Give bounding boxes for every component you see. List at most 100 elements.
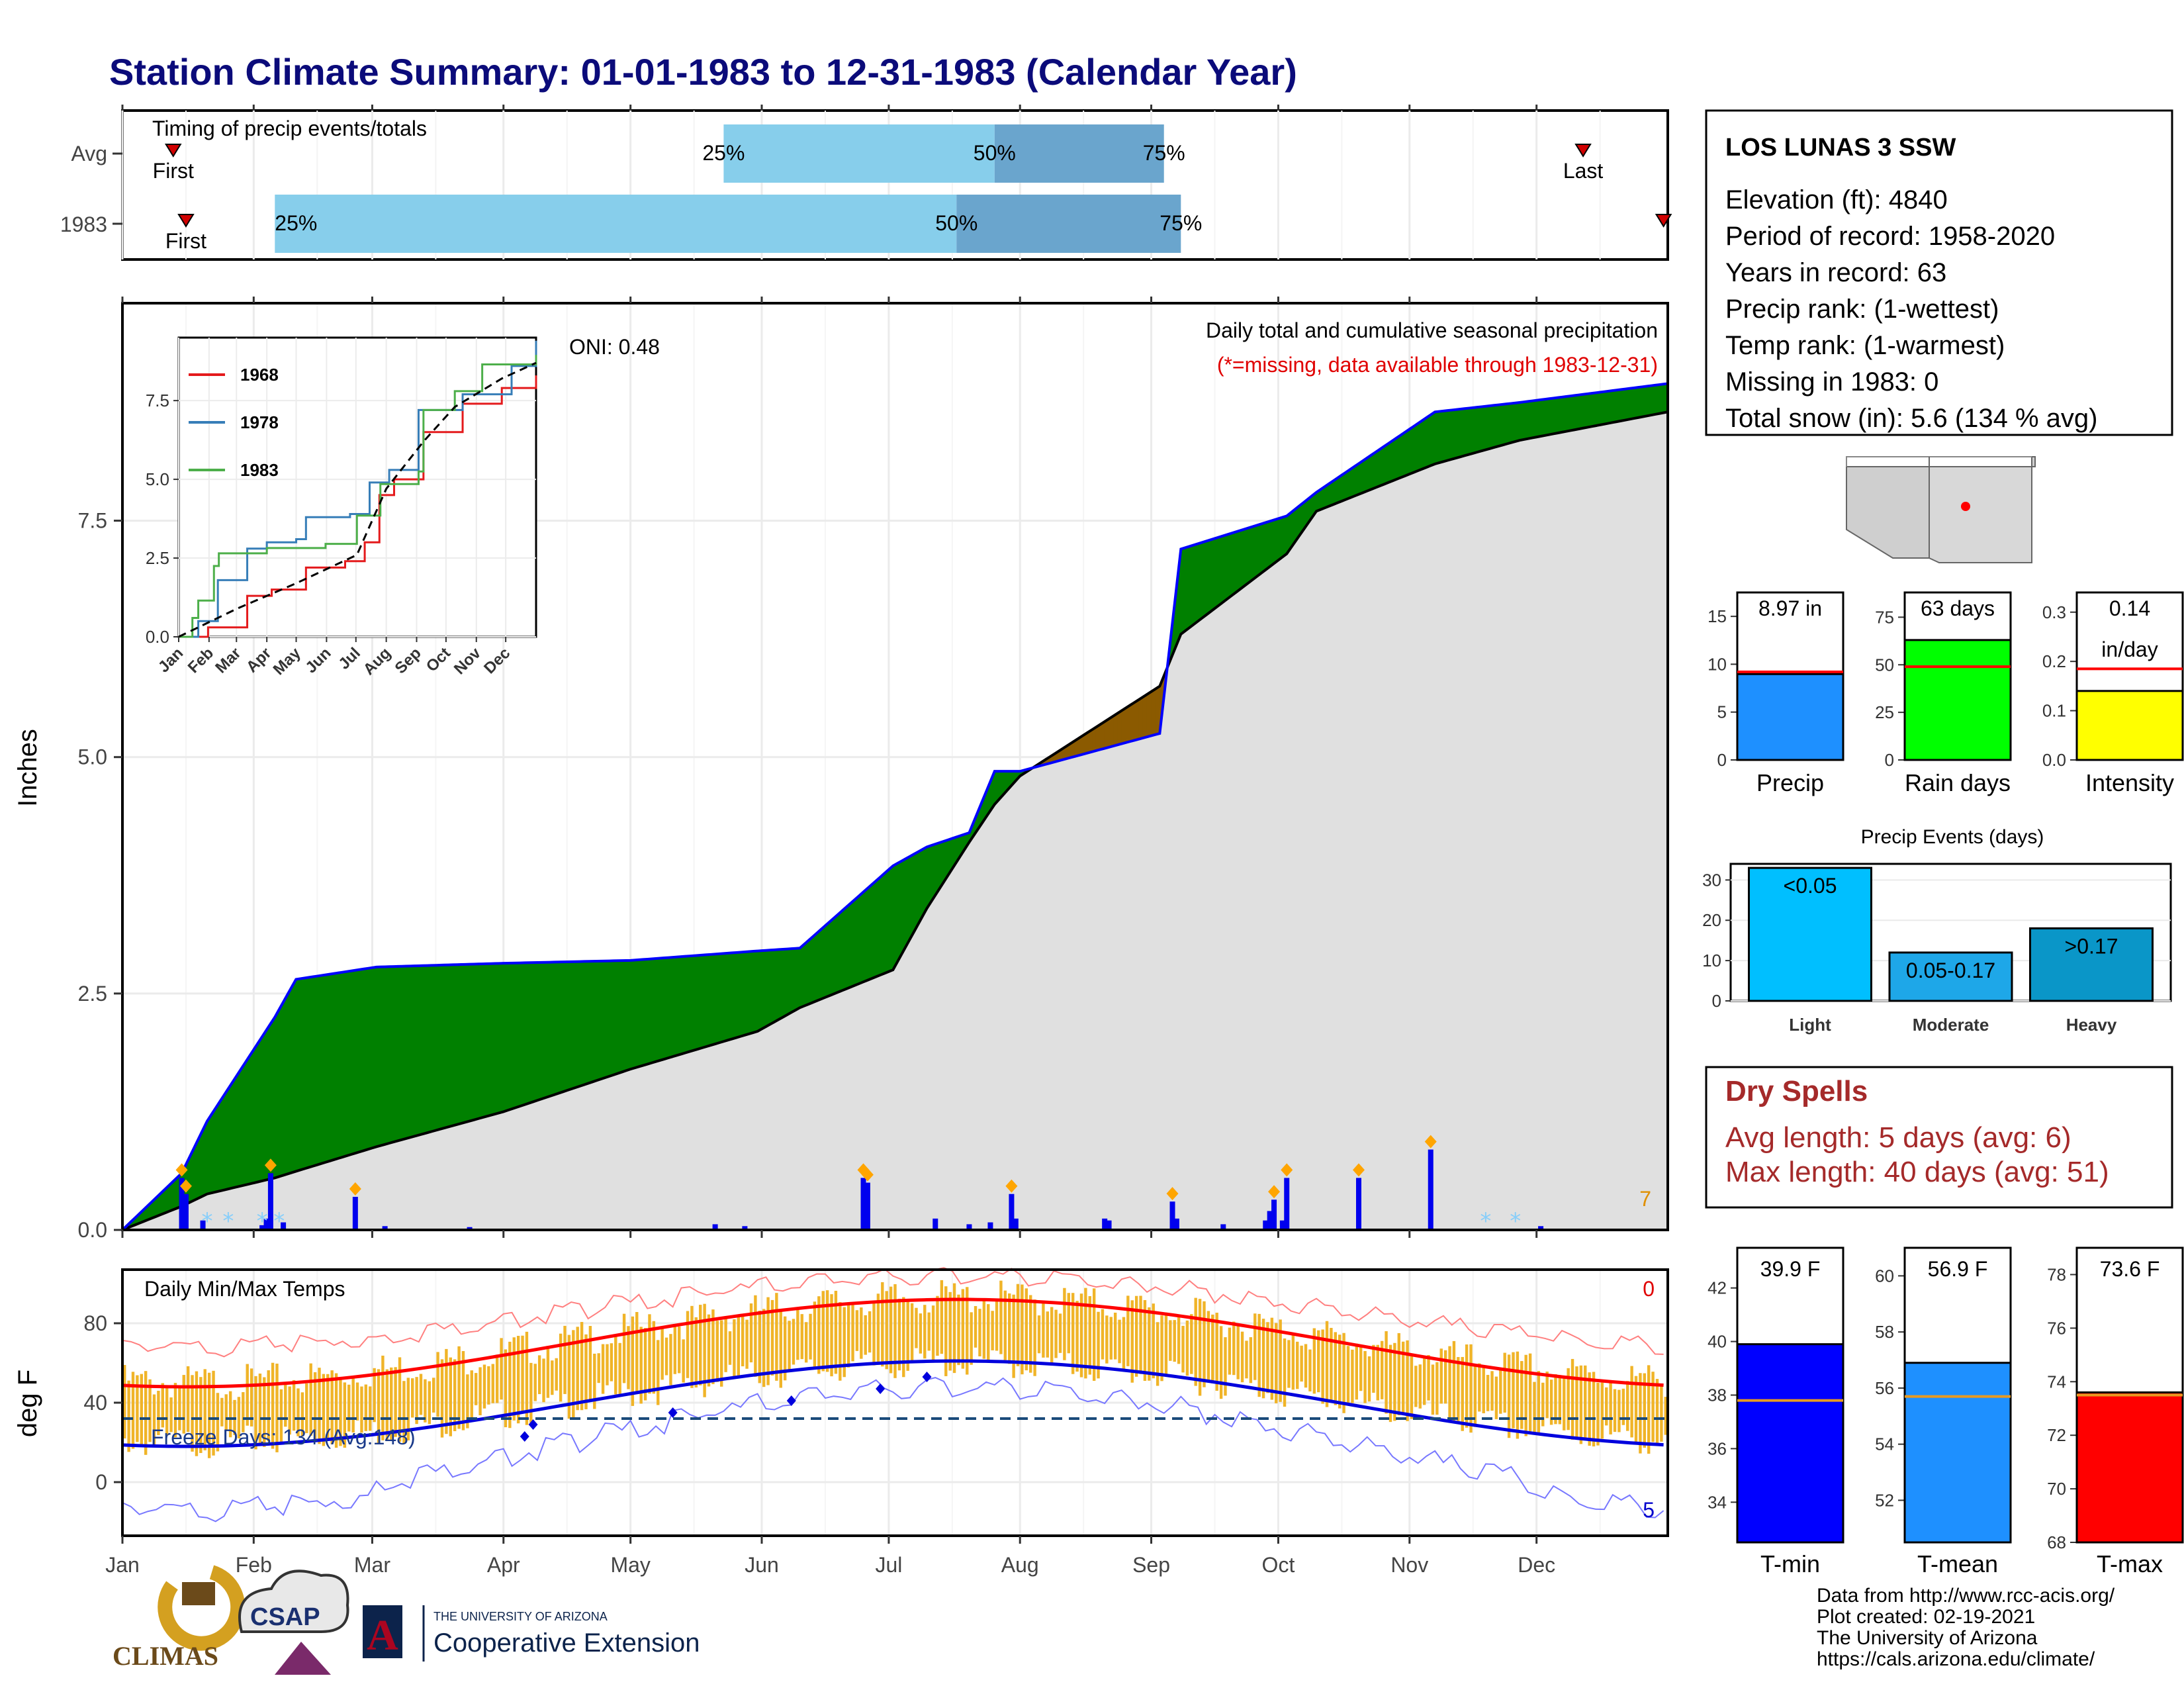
daily-temp-bar — [648, 1314, 651, 1394]
daily-temp-bar — [1516, 1351, 1520, 1439]
daily-precip-marker — [1005, 1179, 1018, 1193]
departure-area — [1227, 532, 1232, 600]
events-tick-label: 20 — [1702, 910, 1721, 930]
departure-area — [1354, 463, 1359, 496]
daily-temp-bar — [516, 1335, 520, 1424]
daily-precip-bar — [987, 1222, 993, 1230]
departure-area — [1545, 398, 1550, 436]
temp-marks — [122, 1267, 1668, 1523]
departure-area — [634, 959, 639, 1068]
departure-area — [1155, 685, 1160, 735]
daily-precip-bar — [1428, 1149, 1433, 1230]
departure-area — [1430, 411, 1435, 466]
daily-precip-bar — [933, 1218, 938, 1230]
precip-frame — [121, 302, 1669, 1231]
locator-map — [1846, 456, 2036, 563]
departure-area — [694, 955, 699, 1051]
avg-max-line — [122, 1297, 1664, 1389]
temp-gauge-tick-label: 74 — [2047, 1372, 2066, 1391]
timing-bar-q2 — [275, 195, 957, 253]
month-label: Dec — [1518, 1553, 1555, 1577]
daily-temp-bar — [263, 1377, 266, 1447]
daily-temp-bar — [1148, 1307, 1151, 1381]
daily-temp-bar — [690, 1305, 694, 1388]
departure-area — [1570, 395, 1575, 431]
timing-p50-label: 50% — [974, 141, 1016, 165]
departure-area — [1345, 469, 1351, 500]
dry-spells-title: Dry Spells — [1725, 1075, 1868, 1107]
daily-temp-bar — [1079, 1293, 1083, 1378]
departure-area — [1418, 420, 1423, 471]
departure-area — [367, 967, 373, 1150]
departure-area — [1561, 396, 1567, 433]
daily-temp-bar — [220, 1397, 224, 1427]
daily-temp-bar — [1401, 1341, 1405, 1413]
daily-temp-bar — [1105, 1315, 1109, 1364]
daily-temp-bar — [1245, 1340, 1248, 1379]
departure-area — [639, 959, 644, 1067]
departure-area — [1409, 426, 1414, 475]
departure-area — [922, 846, 927, 917]
daily-temp-bar — [195, 1371, 199, 1456]
daily-temp-bar — [402, 1381, 406, 1444]
departure-area — [1388, 440, 1393, 483]
temp-gauge-label: T-max — [2097, 1550, 2163, 1577]
departure-area — [706, 954, 711, 1047]
avg-min-line — [122, 1359, 1664, 1448]
departure-area — [664, 957, 669, 1060]
departure-area — [901, 858, 906, 955]
departure-area — [304, 977, 309, 1170]
departure-area — [266, 1023, 271, 1180]
daily-temp-bar — [491, 1364, 494, 1403]
temp-corner-bottom: 5 — [1643, 1498, 1655, 1522]
oni-label: ONI: 0.48 — [569, 335, 660, 359]
daily-temp-bar — [1367, 1356, 1371, 1402]
daily-temp-bar — [296, 1388, 300, 1436]
daily-temp-bar — [944, 1286, 948, 1376]
departure-area — [588, 961, 593, 1084]
departure-area — [1434, 411, 1439, 465]
daily-temp-bar — [1490, 1371, 1494, 1411]
climas-swirl — [158, 1565, 246, 1651]
departure-area — [668, 957, 674, 1058]
month-axis: Jan Feb Mar Apr May Jun Jul Aug Sep Oct Nov Dec — [105, 105, 1555, 1577]
daily-temp-bar — [846, 1304, 850, 1368]
departure-area — [803, 940, 809, 1007]
daily-temp-bar — [842, 1307, 846, 1378]
station-info: LOS LUNAS 3 SSW Elevation (ft): 4840 Per… — [1705, 109, 2173, 436]
departure-area — [1455, 408, 1461, 459]
daily-temp-bar — [987, 1304, 990, 1360]
avg-cumulative-area — [122, 412, 1668, 1231]
daily-temp-bar — [1118, 1319, 1121, 1364]
departure-area — [625, 960, 631, 1071]
daily-temp-bar — [893, 1284, 897, 1378]
daily-temp-bar — [1643, 1373, 1647, 1448]
departure-area — [291, 978, 296, 1173]
departure-area — [516, 962, 521, 1108]
daily-temp-bar — [809, 1313, 812, 1360]
daily-temp-bar — [1410, 1356, 1414, 1419]
temp-gauge-value-label: 73.6 F — [2100, 1257, 2160, 1281]
daily-temp-bar — [669, 1334, 672, 1385]
departure-area — [1130, 702, 1135, 742]
daily-temp-bar — [754, 1295, 757, 1377]
daily-temp-bar — [292, 1380, 296, 1431]
departure-area — [1206, 539, 1211, 616]
departure-area — [613, 960, 618, 1076]
events-bar — [2029, 927, 2154, 1002]
month-label: Aug — [1001, 1553, 1039, 1577]
map-border-north — [1846, 456, 2032, 467]
footer-line-data: Data from http://www.rcc-acis.org/ — [1817, 1585, 2115, 1607]
daily-temp-bar — [627, 1326, 630, 1389]
daily-temp-bar — [851, 1305, 854, 1362]
daily-temp-bar — [373, 1368, 376, 1423]
daily-temp-bar — [1190, 1314, 1193, 1374]
daily-temp-bar — [631, 1316, 635, 1406]
departure-area — [782, 949, 788, 1018]
daily-precip-bar — [352, 1197, 358, 1230]
daily-temp-bar — [334, 1373, 338, 1448]
climas-text: CLIMAS — [113, 1641, 218, 1671]
daily-temp-bar — [1253, 1313, 1257, 1380]
daily-temp-bar — [1008, 1293, 1011, 1364]
departure-area — [1591, 392, 1596, 427]
